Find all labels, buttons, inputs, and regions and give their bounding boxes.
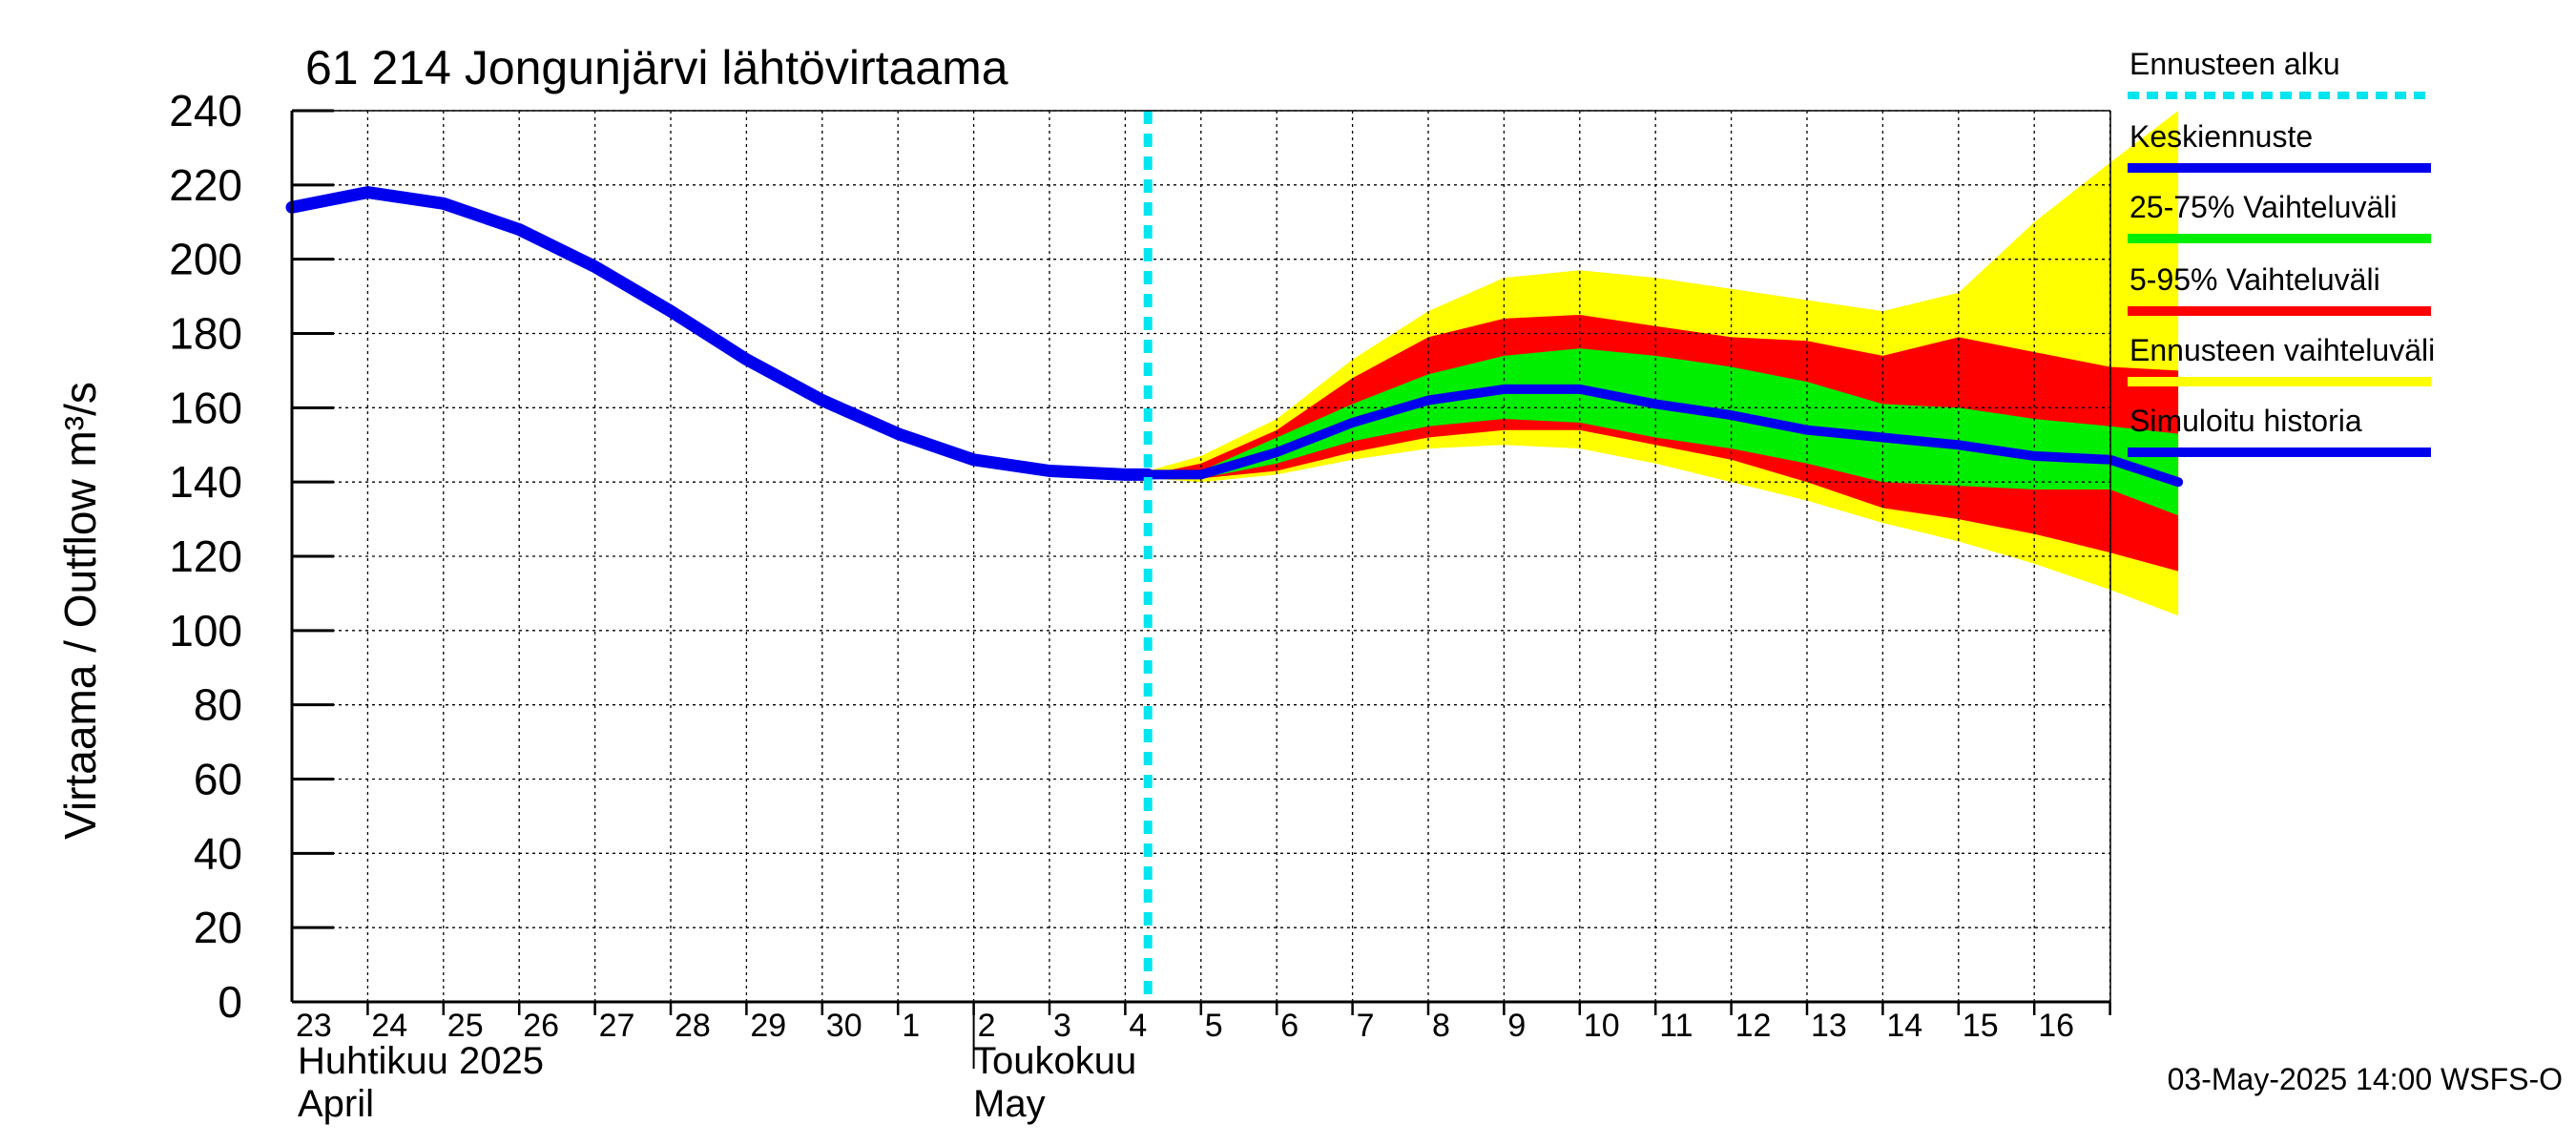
series-lines xyxy=(285,111,2184,1002)
x-tick-label: 29 xyxy=(750,1008,786,1044)
month-label-april-fi: Huhtikuu 2025 xyxy=(298,1040,544,1082)
month-label-may-fi: Toukokuu xyxy=(973,1040,1136,1082)
y-tick-label: 140 xyxy=(169,457,242,507)
footer-timestamp: 03-May-2025 14:00 WSFS-O xyxy=(2168,1062,2563,1096)
x-tick-label: 7 xyxy=(1357,1008,1375,1044)
y-tick-label: 160 xyxy=(169,383,242,432)
x-tick-label: 8 xyxy=(1432,1008,1450,1044)
y-tick-label: 100 xyxy=(169,606,242,656)
y-axis-label: Virtaama / Outflow m³/s xyxy=(55,382,105,840)
y-tick-label: 200 xyxy=(169,235,242,284)
y-tick-label: 20 xyxy=(194,903,242,952)
x-tick-label: 26 xyxy=(523,1008,559,1044)
legend-25-75-vaihteluv-li-label: 25-75% Vaihteluväli xyxy=(2129,190,2397,224)
x-tick-label: 14 xyxy=(1886,1008,1922,1044)
x-tick-label: 9 xyxy=(1507,1008,1526,1044)
y-tick-label: 240 xyxy=(169,86,242,135)
x-tick-label: 28 xyxy=(675,1008,711,1044)
month-label-may-en: May xyxy=(973,1083,1046,1125)
x-tick-label: 12 xyxy=(1735,1008,1772,1044)
legend: Ennusteen alku Keskiennuste 25-75% Vaihtel… xyxy=(2128,47,2435,457)
x-tick-label: 6 xyxy=(1280,1008,1298,1044)
x-tick-label: 3 xyxy=(1053,1008,1071,1044)
legend-simuloitu-historia-label: Simuloitu historia xyxy=(2129,404,2362,438)
legend-5-95-vaihteluv-li-label: 5-95% Vaihteluväli xyxy=(2129,262,2380,297)
x-tick-label: 27 xyxy=(599,1008,635,1044)
y-tick-label: 60 xyxy=(194,755,242,804)
x-tick-label: 23 xyxy=(296,1008,332,1044)
band-25-75-vaihteluv-li xyxy=(1148,348,2179,516)
y-tick-label: 80 xyxy=(194,680,242,730)
x-tick-label: 10 xyxy=(1584,1008,1620,1044)
x-tick-label: 4 xyxy=(1129,1008,1147,1044)
legend-ennusteen-vaihteluv-li-label: Ennusteen vaihteluväli xyxy=(2129,333,2435,367)
x-tick-label: 1 xyxy=(902,1008,920,1044)
x-tick-label: 2 xyxy=(978,1008,996,1044)
x-axis-ticks: 23 24 25 26 27 28 29 30 1 2 3 4 5 6 7 8 9 10 11 12 13 14 15 16 xyxy=(296,1002,2111,1069)
legend-keskiennuste-label: Keskiennuste xyxy=(2129,119,2313,154)
y-tick-label: 180 xyxy=(169,309,242,359)
series-line-keskiennuste xyxy=(1143,384,2184,488)
x-tick-label: 30 xyxy=(826,1008,862,1044)
y-tick-label: 120 xyxy=(169,531,242,581)
month-label-april-en: April xyxy=(298,1083,374,1125)
band-5-95-vaihteluv-li xyxy=(1148,315,2179,572)
y-tick-label: 220 xyxy=(169,160,242,210)
x-tick-label: 24 xyxy=(371,1008,407,1044)
x-tick-label: 16 xyxy=(2038,1008,2074,1044)
legend-ennusteen-alku-label: Ennusteen alku xyxy=(2129,47,2340,81)
x-tick-label: 13 xyxy=(1811,1008,1847,1044)
y-axis-ticks: 0 20 40 60 80 100 120 140 160 180 200 220 240 xyxy=(169,86,334,1027)
y-tick-label: 0 xyxy=(218,977,242,1027)
y-tick-label: 40 xyxy=(194,828,242,878)
x-tick-label: 5 xyxy=(1205,1008,1223,1044)
x-tick-label: 25 xyxy=(447,1008,484,1044)
x-tick-label: 15 xyxy=(1963,1008,1999,1044)
chart-title: 61 214 Jongunjärvi lähtövirtaama xyxy=(305,41,1008,94)
series-line-simuloitu-historia xyxy=(285,186,1154,481)
x-tick-label: 11 xyxy=(1659,1008,1693,1044)
